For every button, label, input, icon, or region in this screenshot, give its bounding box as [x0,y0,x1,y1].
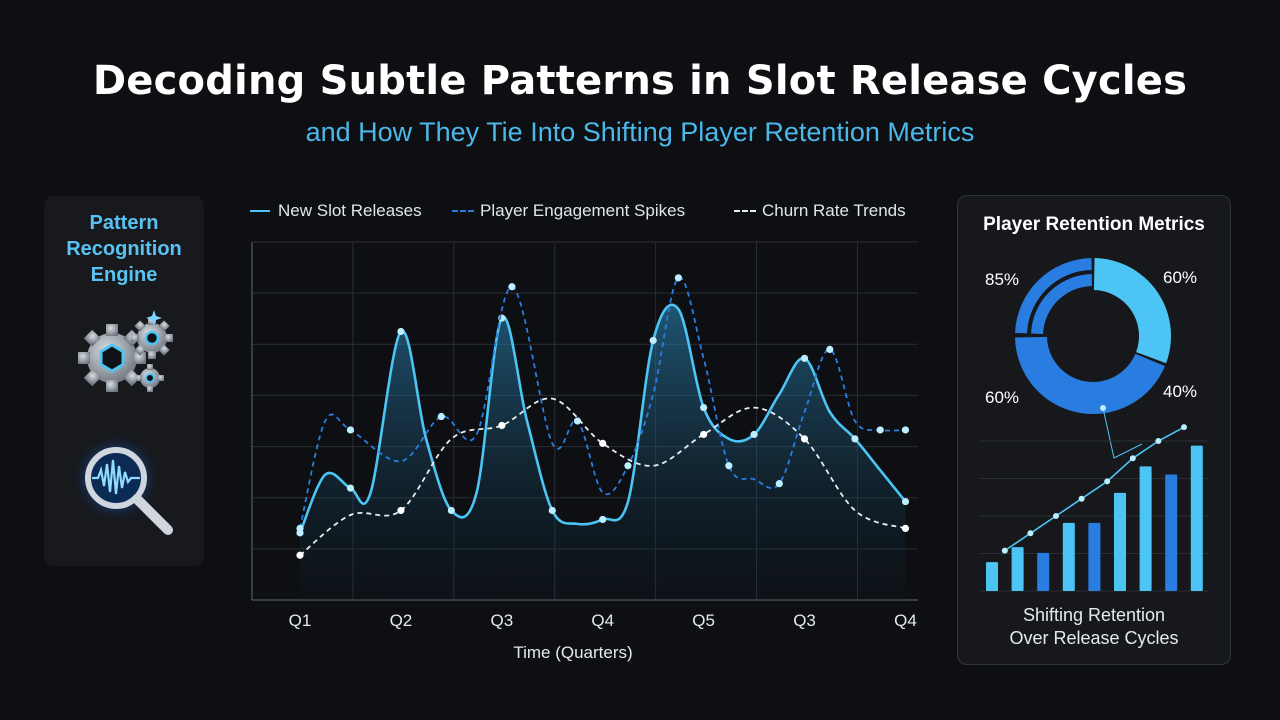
x-tick-label: Q3 [490,611,513,630]
series-area-new-slot-releases [300,304,906,600]
donut-slice [1093,258,1171,364]
page-subtitle: and How They Tie Into Shifting Player Re… [305,117,975,147]
trend-point [1155,438,1162,444]
main-line-chart: Q1 Q2 Q3 Q4 Q5 Q3 Q4 Time (Quarters) [251,241,918,662]
data-point [296,524,304,532]
data-point [447,506,455,515]
data-point [775,480,783,488]
data-point [397,327,405,336]
engine-title-line: Recognition [66,238,182,260]
bar [1165,474,1178,591]
data-point [624,462,632,470]
legend-label: Churn Rate Trends [762,201,906,220]
engine-title-line: Pattern [89,212,159,234]
data-point [674,274,683,282]
x-axis-label: Time (Quarters) [513,643,632,662]
retention-graphics [980,258,1208,592]
data-point [573,417,582,425]
data-point [725,462,733,470]
bar [1190,445,1203,591]
trend-point [1078,495,1085,502]
x-tick-label: Q4 [591,611,614,630]
connector-line [1102,407,1143,459]
bar [1062,522,1075,591]
trend-point [1001,547,1008,554]
donut-slice-gap [1027,270,1092,334]
legend-swatch-dashed [452,210,474,212]
donut-slice [1015,258,1093,335]
legend-label: Player Engagement Spikes [480,201,686,220]
trend-point [1104,478,1111,485]
data-point [800,435,809,443]
bar [986,562,998,591]
gears-icon [78,310,173,392]
donut-slice-gap [1043,286,1093,335]
x-tick-label: Q5 [692,611,715,630]
trend-point [1053,513,1059,519]
trend-point [1181,424,1187,431]
player-retention-panel: Player Retention Metrics 85% 60% 40% 60%… [957,195,1231,665]
bar [1114,492,1126,591]
connector-dot [1100,405,1106,411]
magnifier-waveform-icon [72,434,173,535]
data-point [901,497,910,506]
trend-point [1129,455,1136,462]
data-point [599,439,607,447]
data-point [437,412,445,421]
data-point [508,283,516,291]
trend-point [1027,530,1034,537]
donut-slice [1015,336,1165,414]
engine-title: Pattern Recognition Engine [44,210,204,288]
bar-trend-line [1004,426,1185,552]
legend-label: New Slot Releases [278,201,422,220]
x-tick-label: Q4 [894,611,917,630]
bar [1139,466,1152,591]
data-point [649,336,657,345]
data-point [826,345,834,353]
data-point [700,403,708,412]
x-tick-label: Q2 [390,611,413,630]
data-point [901,524,910,532]
bar [1088,522,1101,591]
bar [1037,552,1050,591]
legend-swatch-solid [250,210,270,212]
legend-swatch-dashed [734,210,756,212]
data-point [346,484,355,492]
bar [1011,547,1024,591]
data-point [800,354,809,362]
retention-title: Player Retention Metrics [983,214,1205,235]
donut-label: 60% [985,388,1020,407]
data-point [498,421,506,430]
data-point [876,426,884,434]
pattern-recognition-engine-panel: Pattern Recognition Engine [44,196,204,566]
data-point [599,515,607,524]
data-point [548,506,556,515]
data-point [346,426,355,434]
engine-title-line: Engine [90,264,158,286]
data-point [851,435,859,443]
page-title: Decoding Subtle Patterns in Slot Release… [92,58,1188,104]
data-point [901,426,910,434]
data-point [700,430,708,439]
data-point [397,506,405,515]
donut-label: 85% [985,270,1020,289]
x-tick-label: Q3 [793,611,816,630]
retention-caption: Shifting Retention Over Release Cycles [1009,605,1179,648]
x-tick-label: Q1 [289,611,312,630]
data-point [296,551,304,559]
donut-label: 40% [1163,382,1198,401]
donut-label: 60% [1163,268,1198,287]
data-point [750,430,758,439]
